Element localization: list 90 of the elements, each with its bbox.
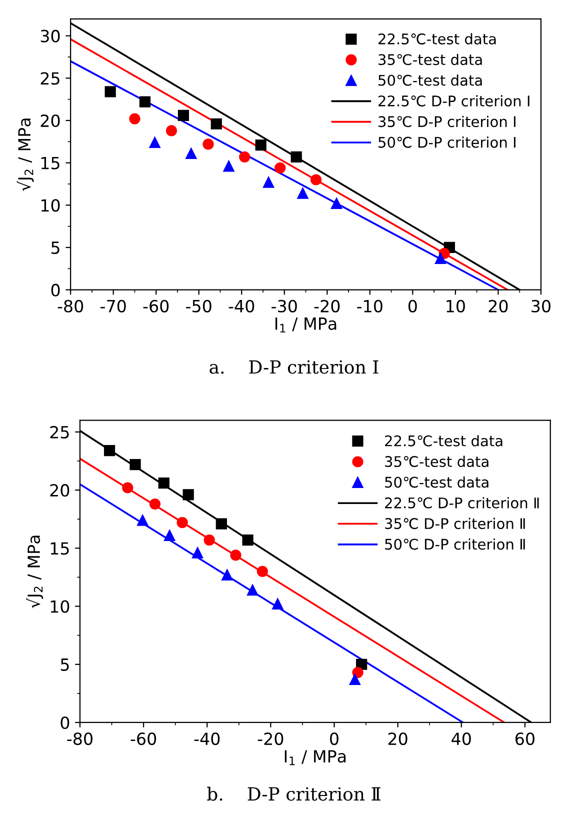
point: [137, 514, 148, 526]
x-tick-label: -40: [194, 732, 220, 746]
point: [192, 547, 204, 558]
legend-label: 22.5℃-test data: [385, 435, 502, 446]
x-tick-label: -70: [100, 300, 126, 312]
x-tick-label: -30: [272, 300, 297, 312]
x-tick-label: -10: [357, 300, 382, 312]
x-axis-title: I$_{1}$ / MPa: [275, 318, 336, 332]
point: [186, 148, 197, 160]
point: [297, 188, 308, 199]
legend-label: 35℃-test data: [378, 54, 482, 66]
legend-label: 22.5℃ D-P criterion Ⅰ: [378, 95, 530, 106]
x-tick-label: -80: [67, 732, 92, 746]
text: a. D-P criterion Ⅰ: [210, 360, 378, 374]
point: [255, 139, 266, 151]
x-tick-label: -50: [186, 300, 212, 312]
x-tick-label: 10: [446, 300, 465, 312]
y-axis-title: √J$_{2}$ / MPa: [16, 118, 34, 192]
x-axis-title: I$_{1}$ / MPa: [284, 750, 346, 766]
point: [263, 176, 274, 188]
point: [129, 113, 140, 124]
legend-label: 50℃-test data: [385, 476, 488, 488]
point: [239, 151, 250, 162]
point: [182, 489, 194, 500]
point: [210, 118, 222, 130]
point: [139, 96, 151, 108]
point: [349, 674, 360, 686]
legend-label: 50℃ D-P criterion Ⅰ: [378, 136, 516, 148]
legend-label: 35℃ D-P criterion Ⅱ: [385, 518, 525, 530]
point: [230, 550, 242, 561]
x-tick-label: 30: [532, 300, 550, 312]
point: [330, 198, 342, 210]
point: [166, 125, 178, 136]
point: [272, 598, 284, 610]
x-tick-label: 20: [388, 732, 408, 746]
y-tick-label: 20: [40, 114, 60, 128]
legend-label: 35℃ D-P criterion Ⅰ: [378, 116, 516, 128]
y-tick-label: 10: [41, 199, 60, 212]
point: [158, 478, 170, 489]
x-tick-label: 40: [452, 732, 471, 746]
y-tick-label: 5: [60, 658, 69, 671]
x-tick-label: -80: [58, 300, 84, 312]
legend-label: 22.5℃-test data: [378, 33, 496, 44]
point: [310, 174, 322, 186]
y-tick-label: 15: [41, 156, 60, 170]
point: [178, 110, 190, 121]
x-tick-label: -20: [314, 300, 340, 312]
point: [256, 566, 268, 577]
y-tick-label: 30: [40, 30, 60, 42]
y-tick-label: 0: [60, 716, 70, 730]
y-tick-label: 5: [52, 242, 60, 254]
x-tick-label: 20: [488, 300, 508, 312]
point: [164, 530, 176, 541]
point: [290, 151, 302, 162]
y-axis-title: √J$_{2}$ / MPa: [26, 536, 44, 608]
legend-label: 22.5℃ D-P criterion Ⅱ: [385, 497, 539, 508]
legend-label: 50℃-test data: [378, 74, 482, 86]
point: [104, 445, 116, 456]
x-tick-label: 0: [330, 732, 338, 746]
x-tick-label: -60: [130, 732, 156, 746]
x-tick-label: 60: [516, 732, 534, 746]
point: [242, 534, 254, 546]
point: [176, 517, 188, 528]
point: [122, 482, 134, 494]
y-tick-label: 25: [40, 72, 60, 85]
legend-label: 35℃-test data: [385, 456, 488, 468]
legend-label: 50℃ D-P criterion Ⅱ: [385, 538, 525, 550]
y-tick-label: 15: [50, 542, 69, 555]
y-tick-label: 25: [50, 426, 69, 439]
point: [247, 584, 258, 596]
y-tick-label: 20: [50, 484, 70, 497]
point: [149, 136, 160, 148]
y-tick-label: 0: [51, 284, 60, 296]
point: [434, 252, 446, 264]
x-tick-label: -20: [258, 732, 284, 746]
text: b. D-P criterion Ⅱ: [207, 786, 380, 801]
point: [149, 498, 161, 510]
point: [202, 138, 214, 150]
x-tick-label: -60: [143, 300, 169, 312]
point: [222, 569, 233, 580]
point: [204, 534, 215, 546]
point: [216, 518, 227, 530]
point: [104, 86, 116, 98]
point: [223, 160, 234, 172]
y-tick-label: 10: [50, 600, 70, 613]
point: [130, 458, 141, 470]
point: [274, 162, 286, 174]
x-tick-label: 0: [408, 300, 417, 312]
x-tick-label: -40: [228, 300, 254, 312]
point: [352, 666, 364, 678]
